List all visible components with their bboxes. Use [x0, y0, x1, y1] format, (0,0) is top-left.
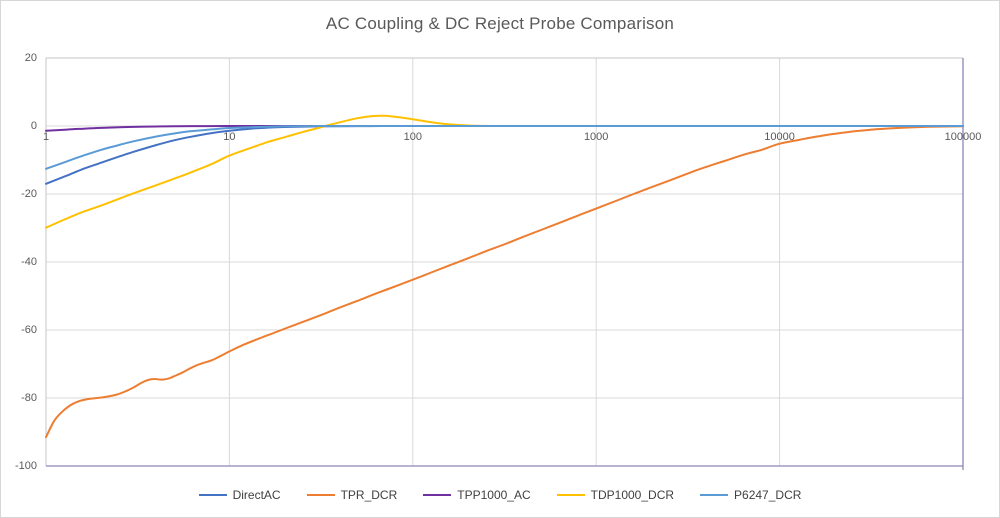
y-tick-label: -100	[14, 460, 37, 472]
chart-title: AC Coupling & DC Reject Probe Comparison	[325, 14, 675, 33]
y-tick-label: -20	[21, 188, 37, 200]
y-tick-label: 0	[30, 120, 37, 132]
legend-item-TDP1000_DCR: TDP1000_DCR	[556, 488, 675, 502]
y-tick-label: 20	[24, 52, 37, 64]
legend-line-swatch	[700, 494, 729, 496]
legend-line-swatch	[423, 494, 452, 496]
legend-label: P6247_DCR	[734, 488, 802, 502]
legend-label: TPR_DCR	[340, 488, 398, 502]
legend: DirectAC TPR_DCR TPP1000_AC TDP1000_DCR P624…	[1, 488, 999, 502]
legend-item-DirectAC: DirectAC	[198, 488, 281, 502]
y-tick-label: -60	[21, 324, 37, 336]
x-tick-label: 1	[42, 131, 50, 143]
x-tick-label: 10000	[764, 131, 795, 143]
legend-label: TPP1000_AC	[457, 488, 531, 502]
legend-line-swatch	[306, 494, 335, 496]
legend-label: DirectAC	[232, 488, 281, 502]
legend-label: TDP1000_DCR	[590, 488, 675, 502]
legend-item-P6247_DCR: P6247_DCR	[700, 488, 801, 502]
x-tick-label: 1000	[583, 131, 609, 143]
x-tick-label: 100	[403, 131, 422, 143]
y-tick-label: -80	[21, 392, 37, 404]
x-tick-label: 100000	[944, 131, 982, 143]
legend-item-TPP1000_AC: TPP1000_AC	[423, 488, 531, 502]
series-P6247_DCR	[45, 124, 964, 170]
x-tick-label: 10	[223, 131, 236, 143]
y-tick-label: -40	[21, 256, 37, 268]
legend-line-swatch	[556, 494, 585, 496]
legend-line-swatch	[198, 494, 227, 496]
series-TPR_DCR	[45, 125, 964, 439]
legend-item-TPR_DCR: TPR_DCR	[306, 488, 398, 502]
